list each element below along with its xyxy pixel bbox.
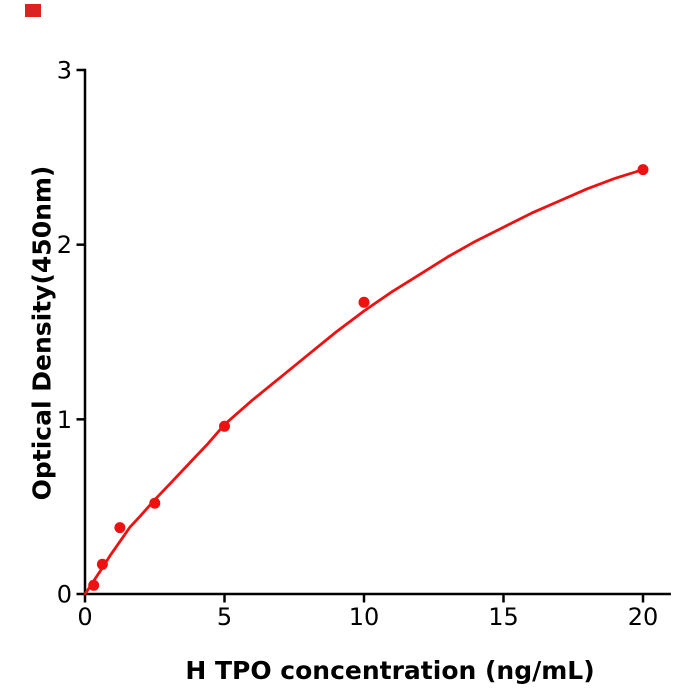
y-tick-label: 3 <box>57 57 72 85</box>
data-point <box>96 558 108 570</box>
x-tick-label: 0 <box>77 603 92 631</box>
data-point <box>637 164 649 176</box>
red-square-watermark <box>25 4 41 17</box>
x-tick-label: 10 <box>349 603 380 631</box>
data-point <box>358 296 370 308</box>
data-point <box>88 579 100 591</box>
x-tick-label: 15 <box>488 603 519 631</box>
y-tick-label: 2 <box>57 231 72 259</box>
fitted-curve-path <box>83 168 645 596</box>
y-tick-label: 1 <box>57 406 72 434</box>
y-tick-label: 0 <box>57 581 72 609</box>
data-point <box>149 497 161 509</box>
x-tick-label: 5 <box>217 603 232 631</box>
data-point <box>219 420 230 432</box>
data-point <box>114 522 126 534</box>
x-tick-label: 20 <box>628 603 659 631</box>
y-axis-title: Optical Density(450nm) <box>27 165 57 501</box>
x-axis-title: H TPO concentration (ng/mL) <box>185 656 595 685</box>
